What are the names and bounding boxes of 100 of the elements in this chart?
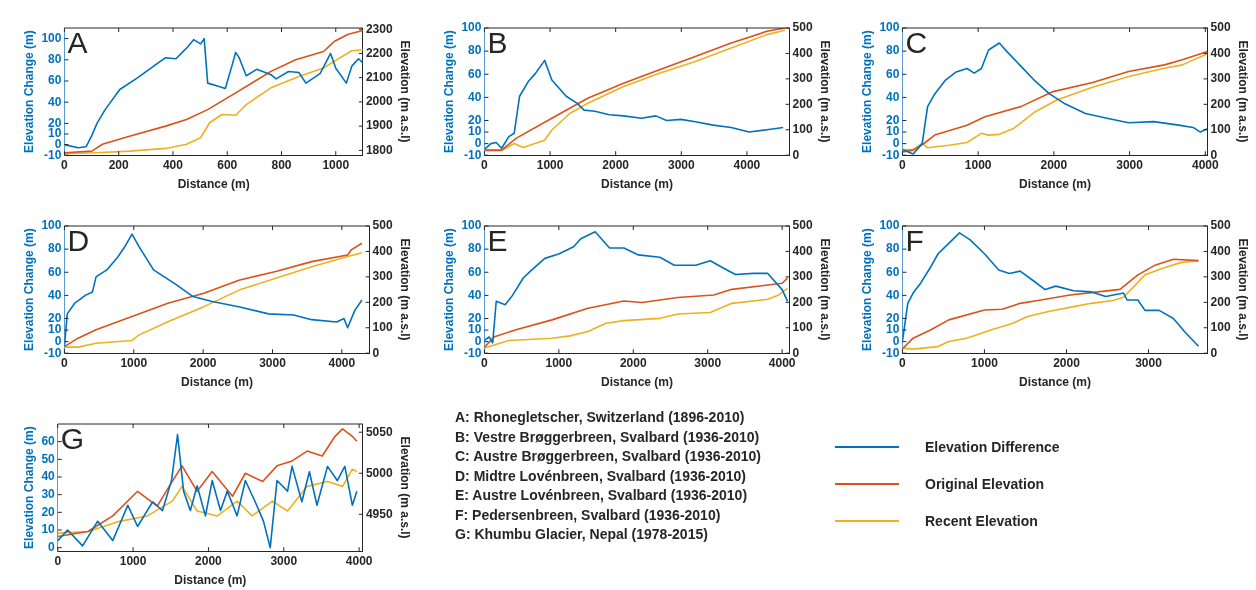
y-tick-label: 50: [41, 451, 56, 466]
x-tick-label: 3000: [667, 157, 695, 172]
y2-tick-label: 4950: [365, 506, 393, 521]
y-axis-title: Elevation Change (m): [441, 228, 456, 351]
y2-axis-title: Elevation (m a.s.l): [818, 238, 833, 341]
y-tick-label: 60: [886, 66, 900, 81]
y-tick-label: 0: [48, 539, 56, 554]
y-tick-label: 20: [48, 310, 62, 325]
chart-title: F: [905, 224, 924, 258]
x-tick-label: 2000: [619, 355, 647, 370]
y-tick-label: 40: [468, 287, 482, 302]
chart-title: A: [67, 26, 88, 60]
y2-axis-title: Elevation (m a.s.l): [398, 436, 413, 539]
x-axis-title: Distance (m): [600, 375, 674, 390]
y-tick-label: 60: [48, 73, 62, 88]
y-axis-title: Elevation Change (m): [441, 30, 456, 153]
legend-label: Recent Elevation: [925, 512, 1038, 529]
x-tick-label: 400: [162, 157, 184, 172]
y2-tick-label: 200: [792, 294, 813, 309]
y2-tick-label: 500: [1210, 218, 1231, 233]
y2-tick-label: 300: [792, 71, 813, 86]
y-tick-label: 100: [461, 20, 482, 35]
y-axis-title: Elevation Change (m): [21, 228, 36, 351]
y-axis-title: Elevation Change (m): [859, 30, 874, 153]
y-axis-title: Elevation Change (m): [21, 30, 36, 153]
x-tick-label: 2000: [1053, 355, 1081, 370]
text: A: Rhonegletscher, Switzerland (1896-2010): [455, 408, 746, 427]
x-axis-title: Distance (m): [177, 177, 250, 192]
y-tick-label: 80: [468, 43, 482, 58]
y-tick-label: 40: [48, 287, 62, 302]
y2-tick-label: 100: [1210, 122, 1231, 137]
y2-tick-label: 0: [1210, 345, 1218, 360]
y-tick-label: 40: [468, 89, 482, 104]
y2-tick-label: 400: [372, 243, 393, 258]
y-tick-label: -10: [464, 147, 482, 162]
y-tick-label: 40: [886, 89, 900, 104]
y2-tick-label: 500: [372, 218, 393, 233]
text: C: Austre Brøggerbreen, Svalbard (1936-2010): [455, 447, 762, 466]
y2-axis-title: Elevation (m a.s.l): [398, 238, 413, 341]
y2-tick-label: 300: [1210, 269, 1231, 284]
y2-tick-label: 200: [1210, 96, 1231, 111]
y-tick-label: 40: [886, 287, 900, 302]
y2-axis-title: Elevation (m a.s.l): [818, 40, 833, 143]
chart-title: D: [67, 224, 90, 258]
y-tick-label: 100: [41, 30, 62, 45]
y2-tick-label: 5000: [365, 465, 393, 480]
y2-tick-label: 300: [1210, 71, 1231, 86]
y2-tick-label: 100: [372, 320, 393, 335]
x-axis-title: Distance (m): [174, 573, 247, 588]
text: G: Khumbu Glacier, Nepal (1978-2015): [455, 525, 709, 544]
y2-tick-label: 500: [792, 218, 813, 233]
y-axis-title: Elevation Change (m): [21, 426, 36, 549]
y-tick-label: 80: [468, 241, 482, 256]
y2-tick-label: 0: [792, 147, 800, 162]
x-tick-label: 200: [108, 157, 130, 172]
y-tick-label: 100: [879, 20, 900, 35]
y-tick-label: 100: [461, 218, 482, 233]
x-tick-label: 800: [271, 157, 292, 172]
x-tick-label: 3000: [694, 355, 722, 370]
y2-tick-label: 200: [1210, 294, 1231, 309]
y2-tick-label: 1800: [365, 142, 393, 157]
x-tick-label: 1000: [964, 157, 992, 172]
y-tick-label: -10: [44, 345, 62, 360]
y2-tick-label: 100: [1210, 320, 1231, 335]
y-tick-label: 40: [48, 94, 62, 109]
y2-tick-label: 0: [372, 345, 380, 360]
y2-tick-label: 400: [792, 243, 813, 258]
y2-tick-label: 500: [1210, 20, 1231, 35]
text: E: Austre Lovénbreen, Svalbard (1936-2010): [455, 486, 749, 505]
text: F: Pedersenbreen, Svalbard (1936-2010): [455, 505, 722, 525]
chart-title: B: [487, 26, 508, 60]
x-tick-label: 3000: [259, 355, 287, 370]
text: B: Vestre Brøggerbreen, Svalbard (1936-2010): [455, 427, 761, 447]
y-tick-label: 60: [468, 66, 482, 81]
y2-tick-label: 200: [792, 96, 813, 111]
y-tick-label: 20: [468, 310, 482, 325]
y-tick-label: -10: [882, 147, 900, 162]
y2-tick-label: 100: [792, 122, 813, 137]
y-tick-label: 60: [41, 433, 56, 448]
y2-tick-label: 300: [792, 269, 813, 284]
x-tick-label: 4000: [733, 157, 761, 172]
x-tick-label: 4000: [345, 553, 373, 568]
y2-tick-label: 200: [372, 294, 393, 309]
y-tick-label: 100: [41, 218, 62, 233]
y-tick-label: 20: [886, 112, 900, 127]
x-tick-label: 1000: [120, 355, 148, 370]
x-axis-title: Distance (m): [1018, 177, 1092, 192]
x-tick-label: 2000: [189, 355, 217, 370]
legend-label: Original Elevation: [925, 475, 1045, 492]
x-tick-label: 3000: [270, 553, 298, 568]
x-tick-label: 4000: [328, 355, 356, 370]
y2-tick-label: 2100: [365, 69, 393, 84]
y2-tick-label: 5050: [365, 424, 393, 439]
y2-tick-label: 400: [792, 45, 813, 60]
y-tick-label: 20: [41, 504, 56, 519]
y2-tick-label: 500: [792, 20, 813, 35]
y-tick-label: 20: [468, 112, 482, 127]
x-axis-title: Distance (m): [600, 177, 674, 192]
y-axis-title: Elevation Change (m): [859, 228, 874, 351]
chart-title: C: [905, 26, 928, 60]
